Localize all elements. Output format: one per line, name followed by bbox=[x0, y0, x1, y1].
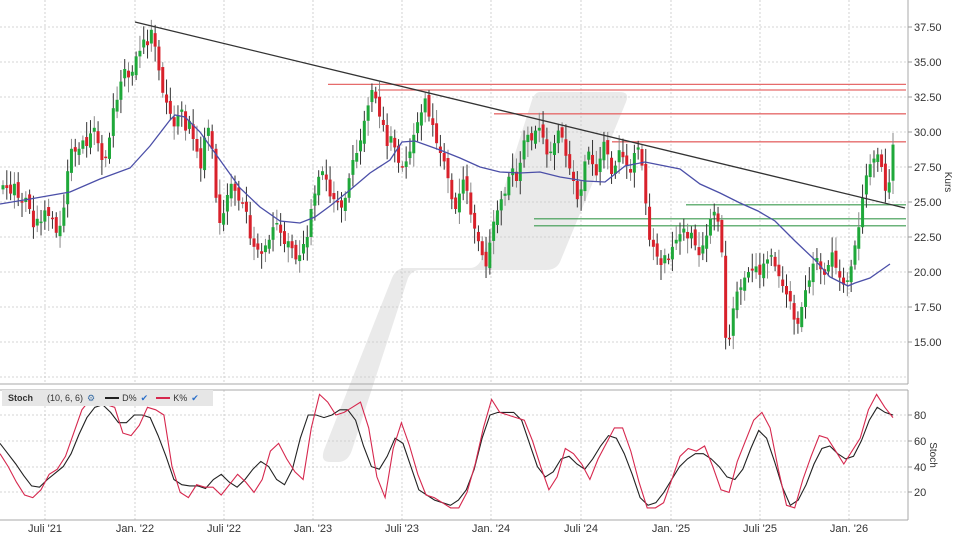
legend-item-k: K% bbox=[173, 393, 188, 403]
stoch-axis: 80 60 40 20 bbox=[908, 410, 926, 499]
price-axis-title: Kurs bbox=[942, 172, 953, 193]
stoch-d-line bbox=[0, 404, 894, 507]
moving-average-line bbox=[0, 114, 891, 287]
legend-params: (10, 6, 6) bbox=[47, 393, 84, 403]
svg-text:20: 20 bbox=[914, 487, 926, 499]
trendline bbox=[134, 21, 906, 209]
legend-title: Stoch bbox=[8, 393, 34, 403]
svg-text:Jan. '24: Jan. '24 bbox=[472, 523, 510, 535]
svg-text:25.00: 25.00 bbox=[914, 197, 942, 209]
svg-text:80: 80 bbox=[914, 410, 926, 422]
k-checkbox-icon[interactable]: ✔ bbox=[191, 392, 199, 403]
svg-text:60: 60 bbox=[914, 436, 926, 448]
date-axis: Juli '21 Jan. '22 Juli '22 Jan. '23 Juli '23… bbox=[28, 523, 868, 535]
svg-text:22.50: 22.50 bbox=[914, 232, 942, 244]
d-checkbox-icon[interactable]: ✔ bbox=[140, 392, 149, 403]
price-axis: 37.50 35.00 32.50 30.00 27.50 25.00 22.50 20.00… bbox=[908, 22, 942, 349]
svg-text:32.50: 32.50 bbox=[914, 92, 942, 104]
stoch-legend: Stoch (10, 6, 6) ⚙ D% ✔ K% ✔ bbox=[2, 390, 213, 406]
svg-text:Juli '25: Juli '25 bbox=[743, 523, 777, 535]
svg-text:30.00: 30.00 bbox=[914, 127, 942, 139]
stoch-k-line bbox=[0, 393, 894, 509]
svg-text:40: 40 bbox=[914, 462, 926, 474]
svg-text:15.00: 15.00 bbox=[914, 337, 942, 349]
gear-icon[interactable]: ⚙ bbox=[87, 392, 96, 403]
svg-text:37.50: 37.50 bbox=[914, 22, 942, 34]
stoch-axis-title: Stoch bbox=[927, 442, 938, 468]
svg-text:17.50: 17.50 bbox=[914, 302, 942, 314]
watermark-logo-icon bbox=[322, 92, 628, 462]
svg-text:Jan. '23: Jan. '23 bbox=[294, 523, 332, 535]
support-resistance-lines bbox=[328, 83, 906, 227]
svg-text:Jan. '25: Jan. '25 bbox=[652, 523, 690, 535]
svg-text:Juli '22: Juli '22 bbox=[207, 523, 241, 535]
svg-text:Juli '21: Juli '21 bbox=[28, 523, 62, 535]
svg-text:35.00: 35.00 bbox=[914, 57, 942, 69]
svg-text:Jan. '26: Jan. '26 bbox=[830, 523, 868, 535]
svg-text:27.50: 27.50 bbox=[914, 162, 942, 174]
k-swatch-icon bbox=[156, 397, 171, 399]
candlestick-series bbox=[1, 19, 895, 350]
d-swatch-icon bbox=[105, 397, 120, 399]
svg-text:Jan. '22: Jan. '22 bbox=[116, 523, 154, 535]
legend-item-d: D% bbox=[122, 393, 137, 403]
svg-text:20.00: 20.00 bbox=[914, 267, 942, 279]
svg-text:Juli '23: Juli '23 bbox=[385, 523, 419, 535]
svg-text:Juli '24: Juli '24 bbox=[564, 523, 598, 535]
